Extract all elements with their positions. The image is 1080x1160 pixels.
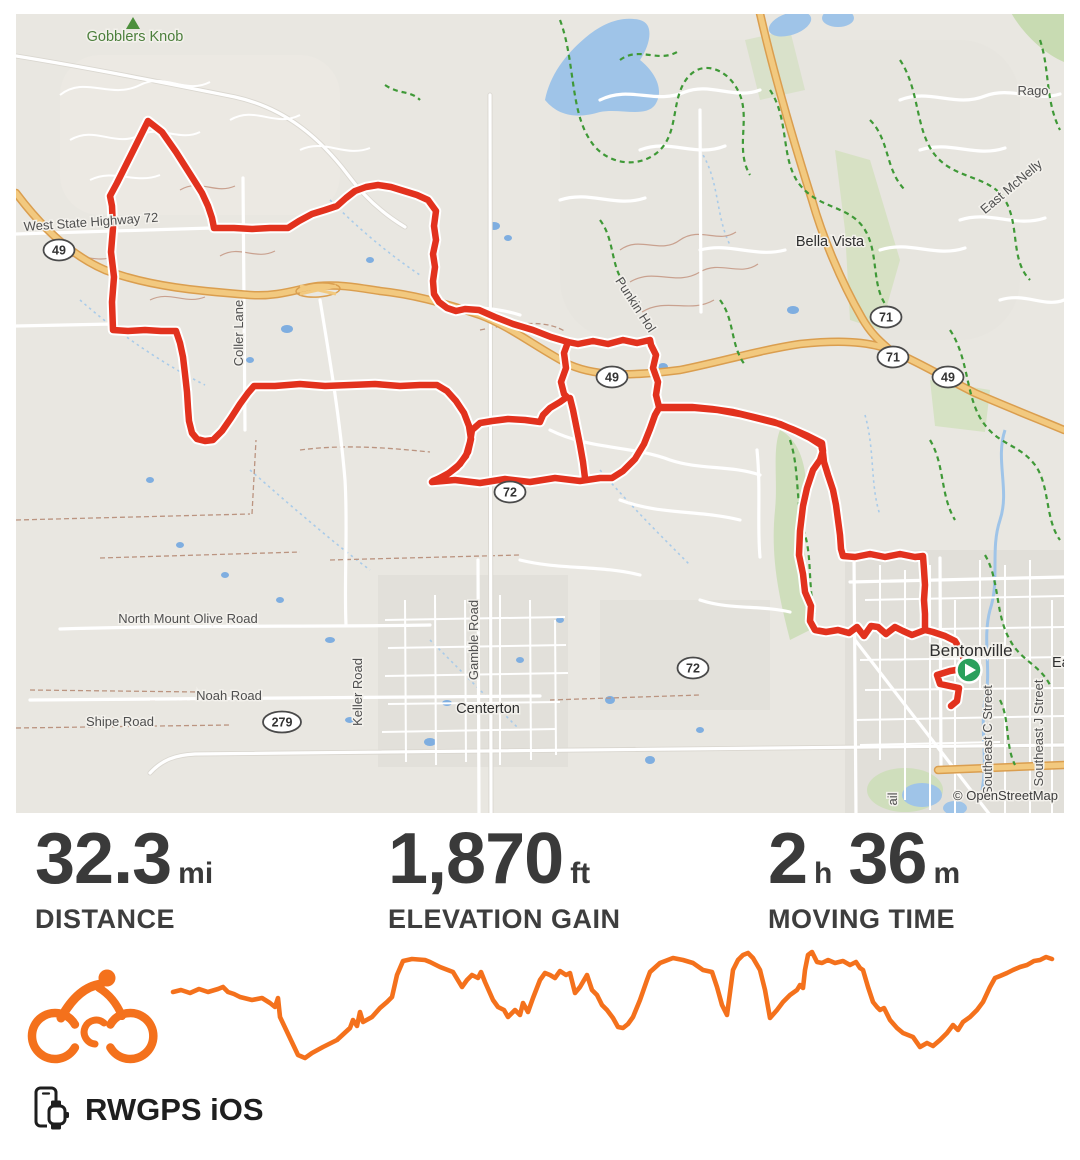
source-row: RWGPS iOS bbox=[33, 1086, 264, 1134]
stat-distance: 32.3 mi DISTANCE bbox=[35, 822, 213, 935]
svg-text:Gobblers Knob: Gobblers Knob bbox=[87, 29, 184, 45]
stat-value: 1,870 bbox=[388, 819, 564, 899]
route-map[interactable]: 49 49 71 71 49 72 72 279 Gobblers Knob West Stat… bbox=[16, 14, 1064, 813]
stat-label: MOVING TIME bbox=[768, 903, 955, 934]
start-marker bbox=[126, 17, 983, 684]
map-trails bbox=[384, 19, 1061, 766]
phone-watch-icon bbox=[34, 1086, 69, 1131]
svg-text:Centerton: Centerton bbox=[456, 701, 520, 717]
elevation-profile-chart bbox=[0, 930, 1080, 1080]
svg-text:Southeast J Street: Southeast J Street bbox=[1031, 679, 1046, 786]
stat-unit: ft bbox=[570, 857, 591, 890]
svg-text:71: 71 bbox=[879, 311, 893, 325]
svg-text:Keller Road: Keller Road bbox=[350, 658, 365, 726]
stat-unit: h bbox=[814, 857, 833, 890]
svg-text:72: 72 bbox=[686, 662, 700, 676]
stat-value: 2 bbox=[768, 819, 808, 899]
svg-text:279: 279 bbox=[272, 716, 293, 730]
stat-label: DISTANCE bbox=[35, 903, 176, 934]
svg-text:ail: ail bbox=[885, 792, 900, 805]
peak-triangle-icon bbox=[126, 17, 140, 29]
route-trace bbox=[106, 117, 968, 710]
svg-text:North Mount Olive Road: North Mount Olive Road bbox=[118, 611, 257, 626]
svg-text:Shipe Road: Shipe Road bbox=[86, 714, 154, 729]
svg-text:49: 49 bbox=[52, 244, 66, 258]
source-label: RWGPS iOS bbox=[85, 1092, 264, 1127]
stat-unit: mi bbox=[178, 857, 214, 890]
svg-text:Ea: Ea bbox=[1052, 655, 1064, 671]
svg-text:Noah Road: Noah Road bbox=[196, 688, 262, 703]
osm-attribution-link[interactable]: © OpenStreetMap bbox=[952, 787, 1060, 805]
stat-elevation-gain: 1,870 ft ELEVATION GAIN bbox=[388, 822, 621, 935]
svg-text:Southeast C Street: Southeast C Street bbox=[980, 685, 995, 795]
svg-text:Gamble Road: Gamble Road bbox=[466, 600, 481, 680]
svg-text:Coller Lane: Coller Lane bbox=[231, 300, 246, 367]
stat-unit: m bbox=[933, 857, 961, 890]
svg-text:71: 71 bbox=[886, 351, 900, 365]
cyclist-icon bbox=[27, 969, 158, 1064]
svg-text:72: 72 bbox=[503, 486, 517, 500]
svg-text:Bella Vista: Bella Vista bbox=[796, 234, 865, 250]
elevation-line bbox=[170, 949, 1055, 1061]
svg-text:Bentonville: Bentonville bbox=[929, 641, 1012, 660]
stat-value: 32.3 bbox=[35, 819, 172, 899]
svg-text:49: 49 bbox=[605, 371, 619, 385]
stat-label: ELEVATION GAIN bbox=[388, 903, 621, 934]
stat-moving-time: 2 h 36 m MOVING TIME bbox=[768, 822, 960, 935]
svg-text:Rago: Rago bbox=[1017, 83, 1048, 98]
map-street-grids bbox=[59, 79, 1064, 813]
highway-shields: 49 49 71 71 49 72 72 279 bbox=[42, 238, 965, 734]
stat-value: 36 bbox=[848, 819, 927, 899]
svg-text:49: 49 bbox=[941, 371, 955, 385]
